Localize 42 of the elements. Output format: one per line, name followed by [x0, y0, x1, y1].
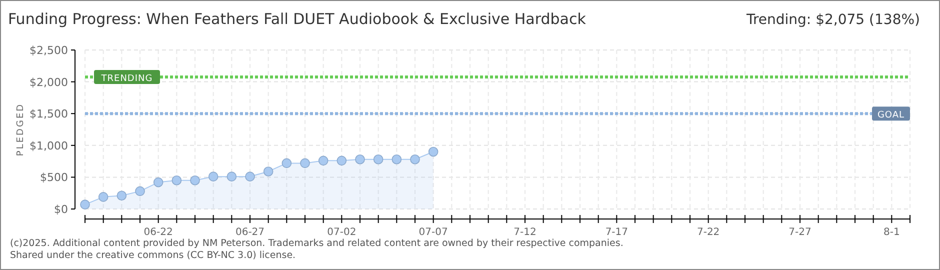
- point: [410, 154, 420, 164]
- x-tick-label: 07-02: [327, 227, 356, 238]
- y-tick-label: $1,500: [30, 108, 68, 121]
- x-tick-label: 07-07: [418, 227, 448, 238]
- x-tick-label: 7-12: [514, 227, 536, 238]
- y-tick-label: $1,000: [30, 139, 68, 152]
- point: [153, 177, 164, 188]
- y-axis-title: PLEDGED: [16, 102, 26, 156]
- y-tick-label: $0: [54, 203, 68, 216]
- point: [355, 154, 365, 164]
- ref-line-label: TRENDING: [100, 74, 153, 84]
- x-tick-label: 06-27: [235, 227, 265, 238]
- point: [98, 192, 108, 202]
- point: [336, 156, 347, 166]
- point: [80, 200, 90, 210]
- point: [373, 154, 384, 164]
- point: [135, 186, 145, 196]
- chart-title: Funding Progress: When Feathers Fall DUET Audiobook & Exclusive Hardback: [8, 10, 586, 28]
- chart-subtitle: Trending: $2,075 (138%): [745, 12, 920, 28]
- point: [392, 154, 402, 164]
- y-tick-label: $2,000: [30, 76, 68, 89]
- y-tick-label: $2,500: [30, 44, 68, 57]
- point: [263, 166, 274, 176]
- ref-line-label: GOAL: [877, 110, 905, 121]
- point: [428, 146, 438, 157]
- x-tick-label: 7-22: [696, 227, 720, 238]
- x-tick-label: 06-22: [144, 227, 173, 238]
- point: [245, 172, 255, 182]
- x-tick-label: 7-17: [605, 227, 628, 238]
- y-tick-label: $500: [40, 171, 68, 184]
- text: Shared under the creative commons (CC BY-NC 3.0) license.: [10, 250, 296, 261]
- point: [208, 172, 218, 182]
- point: [190, 175, 200, 186]
- point: [226, 172, 237, 182]
- x-tick-label: 8-1: [883, 227, 900, 238]
- text: (c)2025. Additional content provided by NM Peterson. Trademarks and related content are owned by their respective companies.: [10, 238, 624, 249]
- point: [282, 158, 292, 168]
- point: [300, 158, 310, 168]
- point: [116, 190, 127, 201]
- x-tick-label: 7-27: [788, 227, 812, 238]
- point: [172, 175, 182, 186]
- point: [318, 156, 328, 166]
